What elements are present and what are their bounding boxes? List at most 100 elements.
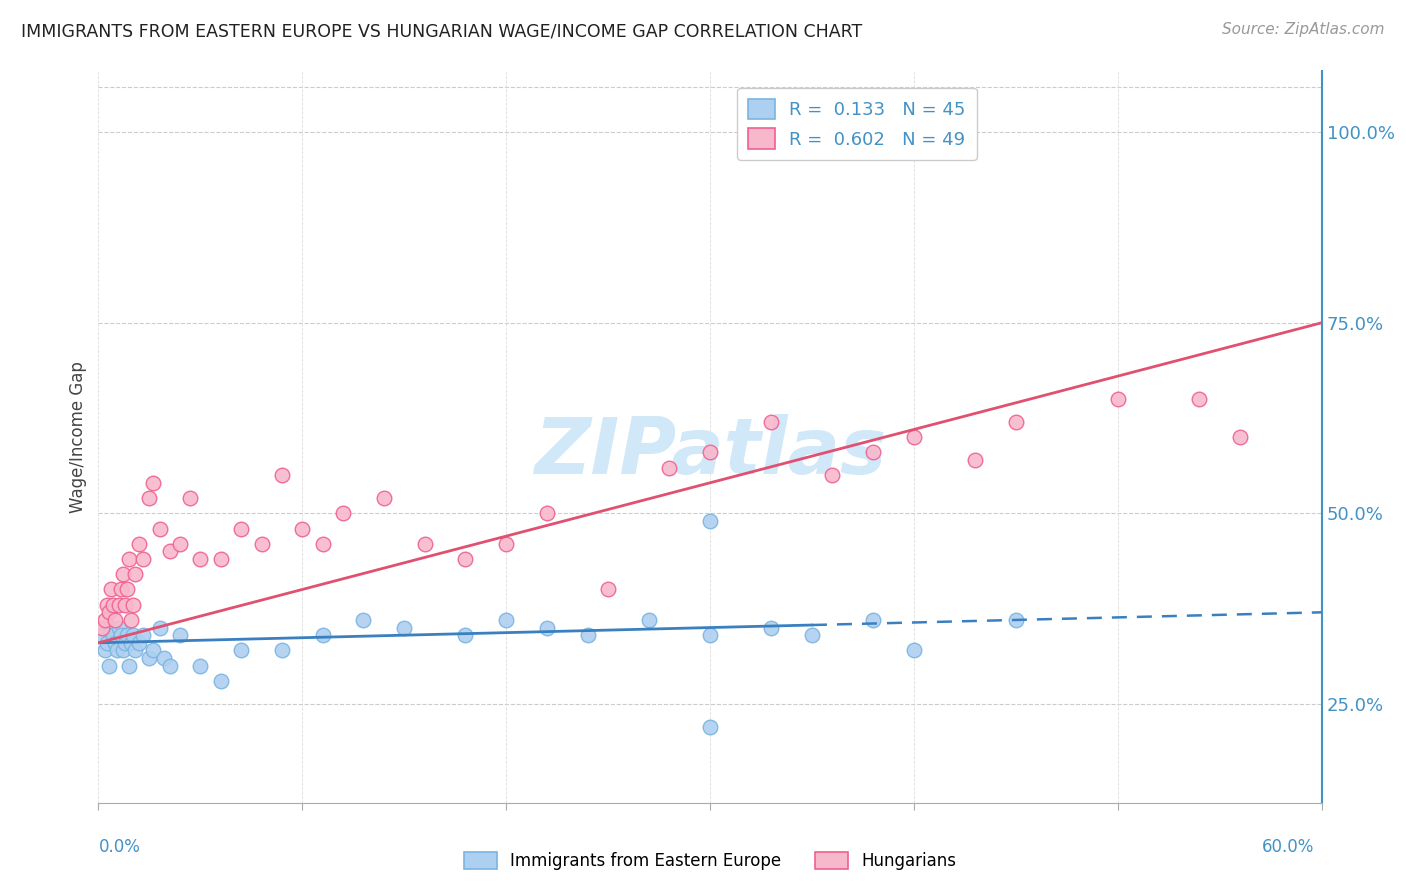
Point [699, 514, 721, 528]
Point [124, 567, 146, 582]
Point [759, 415, 782, 429]
Point [96, 598, 118, 612]
Point [862, 613, 884, 627]
Point [413, 537, 436, 551]
Text: IMMIGRANTS FROM EASTERN EUROPE VS HUNGARIAN WAGE/INCOME GAP CORRELATION CHART: IMMIGRANTS FROM EASTERN EUROPE VS HUNGAR… [21, 22, 862, 40]
Point [1107, 392, 1129, 406]
Point [159, 658, 181, 673]
Point [114, 636, 136, 650]
Point [862, 445, 884, 459]
Point [169, 628, 191, 642]
Point [132, 628, 155, 642]
Point [596, 582, 619, 597]
Point [1229, 430, 1251, 444]
Point [104, 636, 127, 650]
Text: ZIPatlas: ZIPatlas [534, 414, 886, 490]
Point [903, 430, 925, 444]
Point [821, 468, 844, 483]
Point [1004, 613, 1026, 627]
Point [454, 552, 477, 566]
Point [188, 552, 212, 566]
Point [110, 582, 132, 597]
Point [699, 628, 721, 642]
Point [270, 468, 294, 483]
Point [115, 582, 138, 597]
Point [114, 598, 136, 612]
Point [101, 598, 124, 612]
Point [96, 636, 118, 650]
Point [699, 720, 721, 734]
Point [91, 628, 114, 642]
Point [209, 673, 232, 688]
Point [110, 628, 132, 642]
Point [111, 643, 134, 657]
Point [1004, 415, 1026, 429]
Point [128, 636, 150, 650]
Point [903, 643, 925, 657]
Point [159, 544, 181, 558]
Point [1188, 392, 1211, 406]
Point [352, 613, 374, 627]
Point [132, 552, 155, 566]
Point [495, 537, 517, 551]
Point [536, 506, 558, 520]
Point [965, 453, 987, 467]
Point [118, 552, 141, 566]
Point [179, 491, 201, 505]
Point [128, 537, 150, 551]
Point [120, 613, 142, 627]
Point [120, 636, 142, 650]
Point [209, 552, 232, 566]
Point [93, 613, 115, 627]
Point [122, 628, 145, 642]
Point [105, 643, 128, 657]
Point [312, 628, 335, 642]
Point [115, 628, 138, 642]
Point [231, 643, 253, 657]
Point [142, 643, 165, 657]
Point [108, 598, 131, 612]
Point [312, 537, 335, 551]
Point [291, 521, 314, 535]
Point [100, 582, 122, 597]
Point [101, 628, 124, 642]
Point [142, 475, 165, 490]
Point [93, 643, 115, 657]
Text: 60.0%: 60.0% [1263, 838, 1315, 855]
Point [801, 628, 824, 642]
Point [108, 621, 131, 635]
Point [149, 521, 172, 535]
Point [124, 643, 146, 657]
Point [122, 598, 145, 612]
Point [392, 621, 416, 635]
Point [495, 613, 517, 627]
Point [536, 621, 558, 635]
Point [332, 506, 354, 520]
Point [138, 491, 160, 505]
Point [576, 628, 599, 642]
Point [97, 605, 120, 619]
Point [111, 567, 134, 582]
Point [138, 651, 160, 665]
Text: Source: ZipAtlas.com: Source: ZipAtlas.com [1222, 22, 1385, 37]
Point [637, 613, 661, 627]
Point [250, 537, 273, 551]
Point [100, 621, 122, 635]
Point [91, 621, 114, 635]
Point [759, 621, 782, 635]
Text: 0.0%: 0.0% [98, 838, 141, 855]
Point [152, 651, 174, 665]
Point [231, 521, 253, 535]
Point [373, 491, 395, 505]
Point [699, 445, 721, 459]
Point [97, 658, 120, 673]
Point [454, 628, 477, 642]
Point [104, 613, 127, 627]
Point [188, 658, 212, 673]
Y-axis label: Wage/Income Gap: Wage/Income Gap [69, 361, 87, 513]
Point [270, 643, 294, 657]
Point [169, 537, 191, 551]
Point [658, 460, 681, 475]
Point [149, 621, 172, 635]
Legend: Immigrants from Eastern Europe, Hungarians: Immigrants from Eastern Europe, Hungaria… [456, 844, 965, 879]
